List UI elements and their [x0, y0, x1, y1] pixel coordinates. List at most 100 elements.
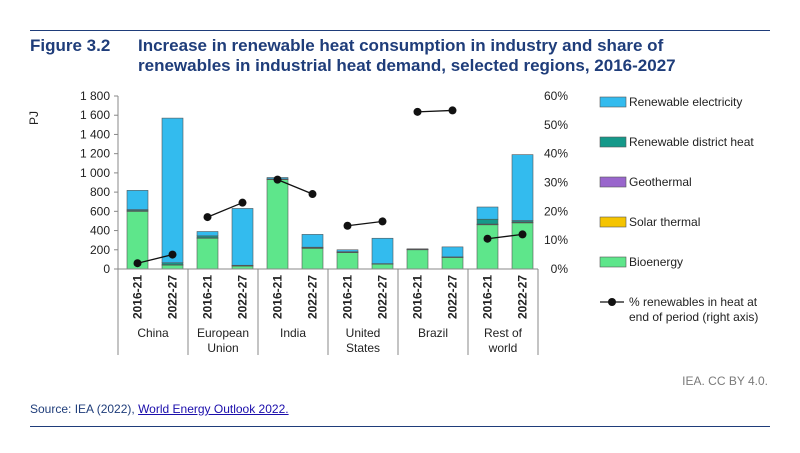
left-tick-label: 1 000	[80, 166, 110, 180]
left-axis-label: PJ	[27, 111, 41, 125]
right-tick-label: 0%	[551, 262, 569, 276]
legend-label: Solar thermal	[629, 215, 700, 229]
region-label: India	[280, 326, 306, 340]
legend-label: Renewable electricity	[629, 95, 742, 109]
line-point	[238, 198, 247, 207]
period-label: 2022-27	[516, 275, 530, 319]
bar-segment	[371, 263, 394, 270]
left-tick-label: 1 800	[80, 89, 110, 103]
period-label: 2016-21	[131, 275, 145, 319]
bar-segment	[301, 234, 324, 248]
legend-line-marker	[608, 298, 616, 306]
left-tick-label: 200	[90, 243, 110, 257]
region-label: United	[346, 326, 381, 340]
right-tick-label: 10%	[544, 233, 568, 247]
bar-segment	[336, 252, 359, 270]
region-label: Rest of	[484, 326, 523, 340]
line-segment	[487, 233, 523, 240]
line-point	[203, 213, 212, 222]
region-label: China	[137, 326, 169, 340]
bar-segment	[476, 218, 499, 225]
bar-segment	[476, 206, 499, 220]
legend-swatch	[599, 96, 627, 108]
bar-segment	[371, 237, 394, 264]
line-segment	[207, 202, 243, 218]
legend-swatch	[599, 256, 627, 268]
line-point	[308, 190, 317, 199]
period-label: 2016-21	[201, 275, 215, 319]
figure-number: Figure 3.2	[30, 36, 111, 55]
region-label: Union	[207, 341, 238, 355]
line-segment	[347, 220, 383, 227]
bar-segment	[301, 248, 324, 270]
line-point	[518, 230, 527, 239]
region-label: States	[346, 341, 380, 355]
period-label: 2016-21	[481, 275, 495, 319]
legend-swatch	[599, 216, 627, 228]
period-label: 2016-21	[271, 275, 285, 319]
line-segment	[277, 179, 313, 195]
region-label: European	[197, 326, 249, 340]
bar-segment	[511, 222, 534, 270]
line-segment	[137, 253, 173, 264]
top-rule	[30, 30, 770, 31]
source-link[interactable]: World Energy Outlook 2022.	[138, 402, 289, 416]
region-label: world	[488, 341, 518, 355]
line-segment	[417, 109, 453, 113]
bar-segment	[441, 257, 464, 270]
right-tick-label: 20%	[544, 204, 568, 218]
left-tick-label: 400	[90, 224, 110, 238]
legend-label: Bioenergy	[629, 255, 683, 269]
right-tick-label: 40%	[544, 147, 568, 161]
figure-title: Increase in renewable heat consumption i…	[138, 36, 676, 75]
right-tick-label: 50%	[544, 118, 568, 132]
legend-swatch	[599, 136, 627, 148]
bar-segment	[441, 246, 464, 258]
left-tick-label: 1 400	[80, 127, 110, 141]
period-label: 2022-27	[236, 275, 250, 319]
bar-segment	[266, 179, 289, 270]
line-point	[413, 107, 422, 116]
credit-line: IEA. CC BY 4.0.	[682, 374, 768, 388]
period-label: 2016-21	[341, 275, 355, 319]
left-tick-label: 1 200	[80, 147, 110, 161]
bar-segment	[196, 237, 219, 270]
bottom-rule	[30, 426, 770, 427]
period-label: 2022-27	[166, 275, 180, 319]
region-label: Brazil	[418, 326, 448, 340]
bar-segment	[161, 117, 184, 264]
period-label: 2016-21	[411, 275, 425, 319]
left-tick-label: 800	[90, 185, 110, 199]
bar-segment	[231, 208, 254, 266]
legend-line-label: end of period (right axis)	[629, 310, 758, 324]
legend-label: Geothermal	[629, 175, 692, 189]
legend-label: Renewable district heat	[629, 135, 754, 149]
legend-line-label: % renewables in heat at	[629, 295, 758, 309]
period-label: 2022-27	[376, 275, 390, 319]
bar-segment	[196, 231, 219, 237]
period-label: 2022-27	[446, 275, 460, 319]
line-point	[378, 217, 387, 226]
bar-segment	[406, 249, 429, 270]
right-tick-label: 60%	[544, 89, 568, 103]
legend-swatch	[599, 176, 627, 188]
bar-segment	[476, 224, 499, 270]
source-prefix: Source: IEA (2022),	[30, 402, 139, 416]
line-point	[273, 175, 282, 184]
period-label: 2022-27	[306, 275, 320, 319]
right-tick-label: 30%	[544, 176, 568, 190]
line-point	[483, 234, 492, 243]
bar-segment	[161, 264, 184, 270]
line-point	[168, 250, 177, 259]
bar-segment	[126, 190, 149, 210]
bar-segment	[336, 249, 359, 252]
line-point	[343, 221, 352, 230]
line-point	[448, 106, 457, 115]
left-tick-label: 1 600	[80, 108, 110, 122]
bar-segment	[511, 154, 534, 221]
chart: 0 200 400 600 800 1 000 1 200 1 400 1 600 1 800 PJ…	[27, 89, 758, 355]
left-tick-label: 0	[103, 262, 110, 276]
line-point	[133, 259, 142, 268]
source-line: Source: IEA (2022), World Energy Outlook…	[30, 402, 289, 416]
left-tick-label: 600	[90, 204, 110, 218]
